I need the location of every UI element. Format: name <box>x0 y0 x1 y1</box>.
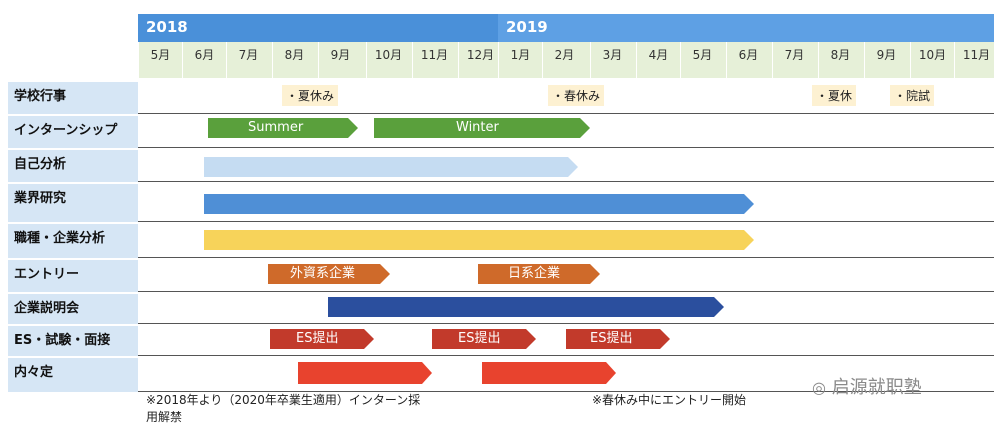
year-label-2019: 2019 <box>506 18 548 36</box>
month-label: 7月 <box>226 42 270 78</box>
month-label: 12月 <box>458 42 502 78</box>
row-label: 自己分析 <box>8 150 138 182</box>
month-label: 11月 <box>412 42 456 78</box>
bar-job-company-analysis <box>204 230 754 250</box>
bar-label-es-1: ES提出 <box>296 331 339 346</box>
bar-label-summer: Summer <box>248 120 304 135</box>
row-separator <box>138 181 994 182</box>
month-label: 6月 <box>726 42 770 78</box>
watermark: ◎ 启源就职塾 <box>812 373 922 399</box>
bar-es-2 <box>432 329 536 349</box>
month-band <box>138 42 994 78</box>
bar-es-3 <box>566 329 670 349</box>
row-separator <box>138 147 994 148</box>
note-summer-vacation-2019: ・夏休 <box>812 85 857 106</box>
bar-entry-foreign <box>268 264 390 284</box>
month-label: 9月 <box>864 42 908 78</box>
row-separator <box>138 257 994 258</box>
row-separator <box>138 323 994 324</box>
row-separator <box>138 221 994 222</box>
bar-es-1 <box>270 329 374 349</box>
month-label: 5月 <box>138 42 182 78</box>
row-label: インターンシップ <box>8 116 138 148</box>
bar-industry-research <box>204 194 754 214</box>
row-separator <box>138 391 994 392</box>
row-label: 業界研究 <box>8 184 138 222</box>
bar-label-foreign: 外資系企業 <box>290 266 356 281</box>
month-label: 1月 <box>498 42 542 78</box>
footnote-right: ※春休み中にエントリー開始 <box>592 393 747 407</box>
month-label: 2月 <box>542 42 586 78</box>
bar-label-japanese: 日系企業 <box>508 266 561 281</box>
month-label: 8月 <box>818 42 862 78</box>
year-band-2019 <box>498 14 994 42</box>
row-separator <box>138 113 994 114</box>
row-label: 職種・企業分析 <box>8 224 138 258</box>
month-label: 3月 <box>590 42 634 78</box>
month-label: 8月 <box>272 42 316 78</box>
month-label: 11月 <box>954 42 998 78</box>
bar-self-analysis <box>204 157 578 177</box>
month-label: 7月 <box>772 42 816 78</box>
note-summer-vacation: ・夏休み <box>282 85 339 106</box>
month-label: 10月 <box>910 42 954 78</box>
note-grad-exam: ・院試 <box>890 85 935 106</box>
bar-label-es-3: ES提出 <box>590 331 633 346</box>
bar-offer-1 <box>298 362 432 384</box>
row-label: エントリー <box>8 260 138 292</box>
month-label: 9月 <box>318 42 362 78</box>
month-label: 10月 <box>366 42 410 78</box>
bar-entry-japanese <box>478 264 600 284</box>
month-label: 6月 <box>182 42 226 78</box>
note-spring-vacation: ・春休み <box>548 85 605 106</box>
row-label: 内々定 <box>8 358 138 392</box>
wechat-icon: ◎ <box>812 378 826 397</box>
year-label-2018: 2018 <box>146 18 188 36</box>
month-label: 5月 <box>680 42 724 78</box>
bar-summer-intern <box>208 118 358 138</box>
bar-winter-intern <box>374 118 590 138</box>
footnote-left-line1: ※2018年より（2020年卒業生適用）インターン採 <box>146 393 421 407</box>
row-separator <box>138 291 994 292</box>
row-label: ES・試験・面接 <box>8 326 138 356</box>
month-label: 4月 <box>636 42 680 78</box>
row-label: 企業説明会 <box>8 294 138 324</box>
bar-offer-2 <box>482 362 616 384</box>
bar-label-es-2: ES提出 <box>458 331 501 346</box>
footnote-left-line2: 用解禁 <box>146 410 183 424</box>
year-band-2018 <box>138 14 498 42</box>
row-label: 学校行事 <box>8 82 138 114</box>
watermark-text: 启源就职塾 <box>831 377 922 398</box>
bar-company-briefing <box>328 297 724 317</box>
row-separator <box>138 355 994 356</box>
bar-label-winter: Winter <box>456 120 499 135</box>
